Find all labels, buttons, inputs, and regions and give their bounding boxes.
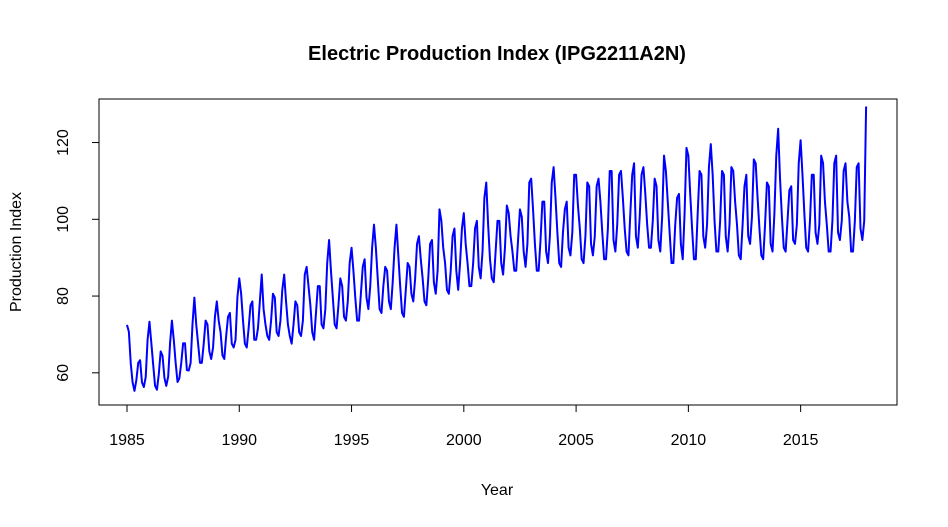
x-tick-label: 1990 [221,432,257,449]
x-tick-label: 2010 [671,432,707,449]
y-axis: 60 80 100 120 [55,129,99,382]
x-tick-label: 2000 [446,432,482,449]
chart-title: Electric Production Index (IPG2211A2N) [308,43,686,65]
y-tick-label: 100 [55,206,72,233]
x-axis: 1985 1990 1995 2000 2005 2010 2015 [109,405,819,449]
plot-frame [98,98,898,406]
x-axis-label: Year [481,482,514,499]
x-tick-label: 2015 [783,432,819,449]
y-tick-label: 80 [55,287,72,305]
x-tick-label: 2005 [558,432,594,449]
series-line [126,106,868,392]
y-tick-label: 60 [55,364,72,382]
x-tick-label: 1995 [334,432,370,449]
y-tick-label: 120 [55,129,72,156]
x-tick-label: 1985 [109,432,145,449]
y-axis-label: Production Index [8,192,25,312]
